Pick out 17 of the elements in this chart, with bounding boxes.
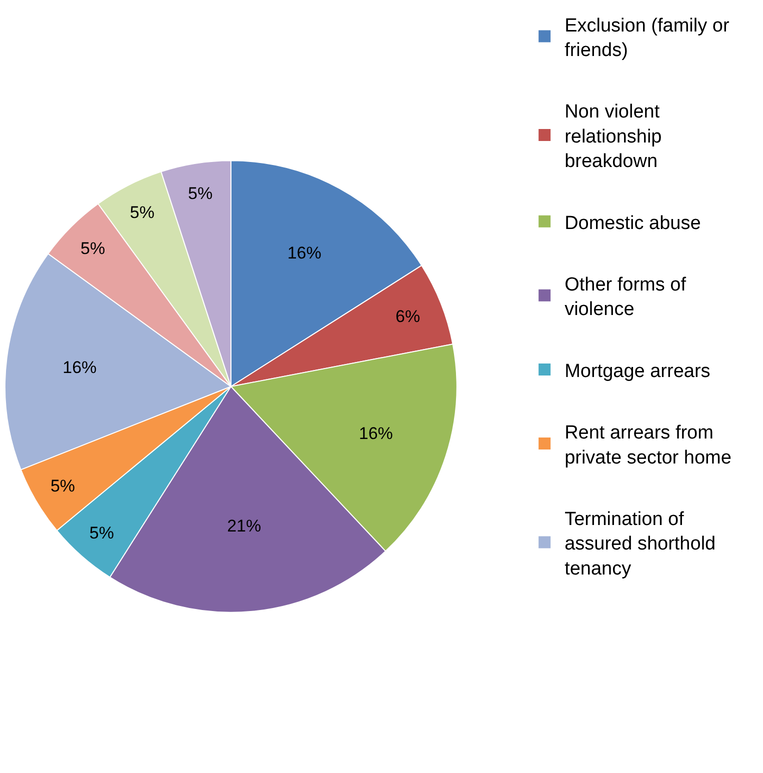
legend-label: Non violent relationship breakdown xyxy=(564,102,662,172)
data-label: 5% xyxy=(130,202,155,222)
legend-label: Mortgage arrears xyxy=(564,360,710,382)
data-label: 5% xyxy=(50,476,76,496)
data-label: 21% xyxy=(227,516,262,536)
data-label: 6% xyxy=(396,306,420,326)
data-label: 16% xyxy=(62,358,97,377)
data-label: 5% xyxy=(188,184,213,204)
legend-label: Other forms of violence xyxy=(564,274,687,320)
legend-label: Termination of assured shorthold tenancy xyxy=(564,508,716,580)
data-label: 16% xyxy=(287,243,322,262)
legend-label: Exclusion (family or friends) xyxy=(564,15,730,61)
legend-label: Domestic abuse xyxy=(564,212,701,234)
data-label: 5% xyxy=(80,238,106,258)
legend-label: Rent arrears from private sector home xyxy=(564,422,732,468)
data-label: 16% xyxy=(358,424,393,444)
data-label: 5% xyxy=(89,524,114,543)
